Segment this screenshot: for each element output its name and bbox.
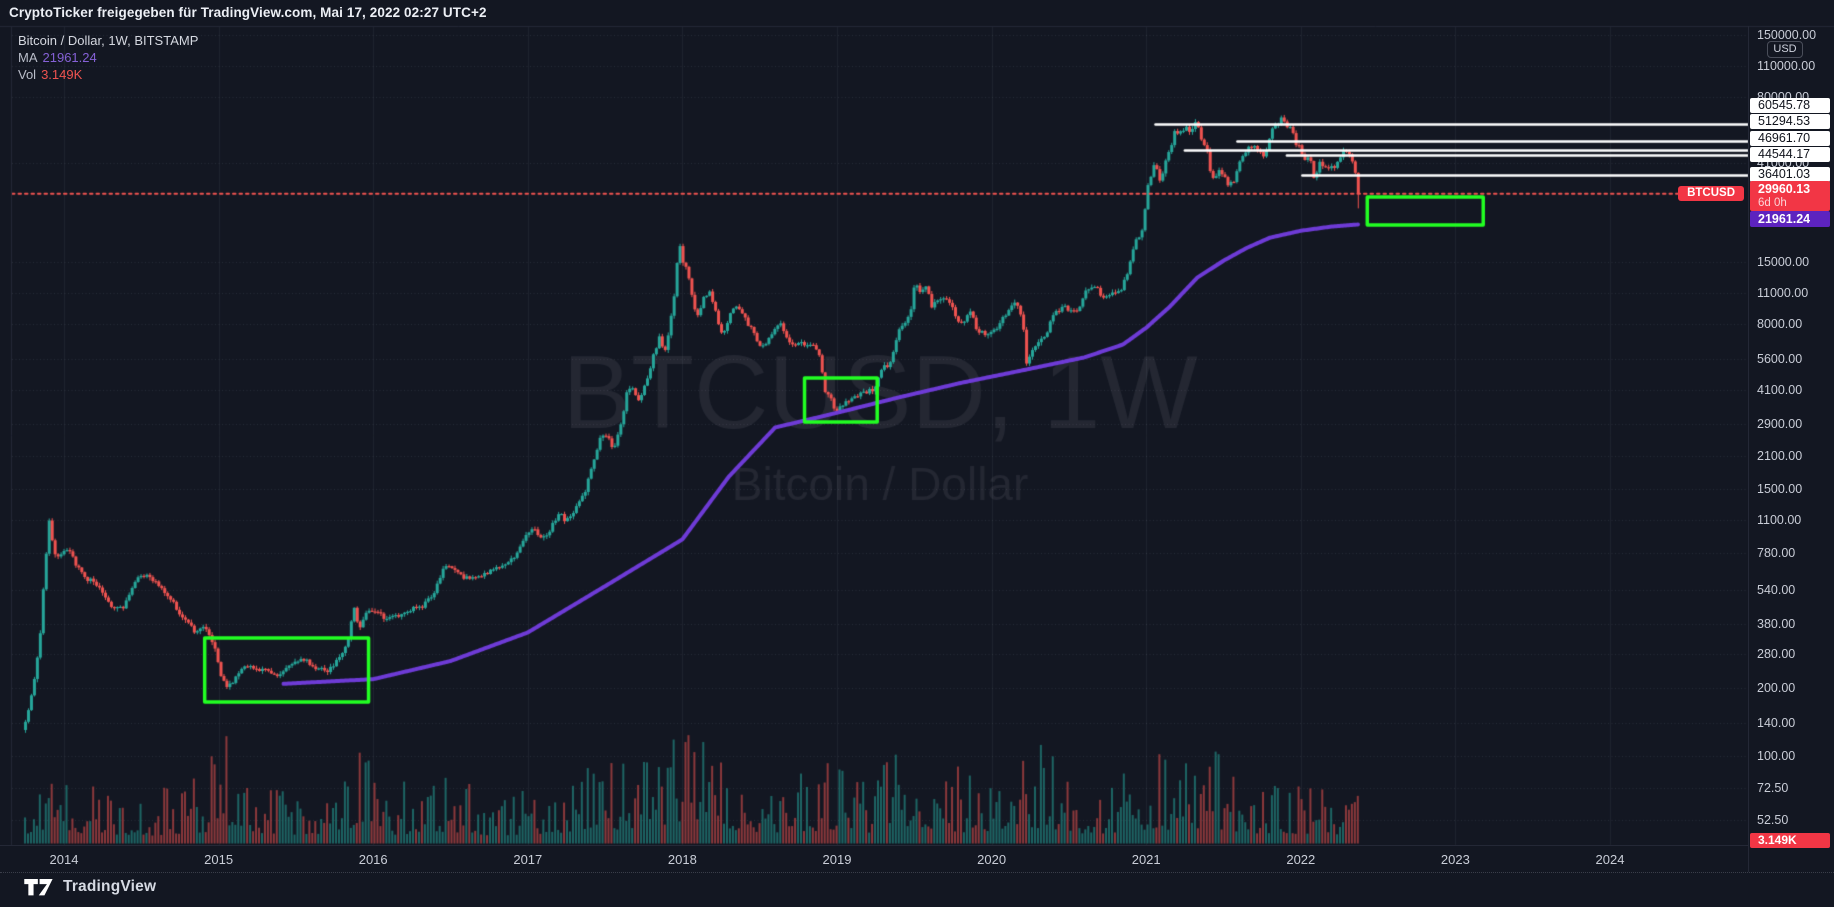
price-tick: 1500.00	[1757, 482, 1803, 497]
ma-price-badge: 21961.24	[1750, 211, 1830, 228]
price-level-badge: 36401.03	[1750, 167, 1830, 183]
price-tick: 380.00	[1757, 617, 1796, 632]
footer-separator	[0, 872, 1834, 873]
legend-ma-row[interactable]: MA 21961.24	[18, 49, 198, 66]
price-level-badge: 51294.53	[1750, 114, 1830, 130]
ma-label: MA	[18, 50, 38, 65]
year-label: 2021	[1131, 852, 1161, 867]
year-label: 2015	[204, 852, 234, 867]
price-tick: 200.00	[1757, 680, 1796, 695]
tradingview-brand-text: TradingView	[63, 878, 157, 895]
price-tick: 15000.00	[1757, 255, 1810, 270]
price-tick: 780.00	[1757, 546, 1796, 561]
price-tick: 1100.00	[1757, 512, 1802, 527]
price-tick: 2100.00	[1757, 448, 1803, 463]
current-price-value: 29960.13	[1758, 181, 1811, 196]
year-label: 2023	[1440, 852, 1470, 867]
year-label: 2018	[667, 852, 697, 867]
symbol-price-label: BTCUSD	[1678, 186, 1744, 202]
price-tick: 140.00	[1757, 715, 1796, 730]
tradingview-footer-link[interactable]: TradingView	[24, 878, 156, 896]
tradingview-logo-icon	[24, 878, 53, 895]
year-label: 2019	[822, 852, 852, 867]
price-tick: 52.50	[1757, 812, 1789, 827]
price-level-badge: 46961.70	[1750, 130, 1830, 146]
chart-legend: Bitcoin / Dollar, 1W, BITSTAMP MA 21961.2…	[18, 32, 198, 83]
year-label: 2014	[49, 852, 79, 867]
price-tick: 72.50	[1757, 780, 1789, 795]
volume-value: 3.149K	[41, 67, 83, 82]
ma-value: 21961.24	[42, 50, 97, 65]
year-label: 2020	[977, 852, 1007, 867]
price-level-badge: 44544.17	[1750, 147, 1830, 163]
price-tick: 11000.00	[1757, 285, 1809, 300]
bar-countdown: 6d 0h	[1758, 196, 1787, 209]
price-tick: 5600.00	[1757, 352, 1803, 367]
volume-badge: 3.149K	[1750, 833, 1830, 848]
year-label: 2016	[358, 852, 388, 867]
legend-symbol-title[interactable]: Bitcoin / Dollar, 1W, BITSTAMP	[18, 33, 199, 48]
time-axis-separator	[0, 845, 1748, 846]
price-tick: 2900.00	[1757, 417, 1803, 432]
price-tick: 8000.00	[1757, 316, 1803, 331]
price-axis-separator	[1748, 26, 1749, 872]
year-label: 2017	[513, 852, 543, 867]
year-label: 2024	[1595, 852, 1625, 867]
currency-unit-button[interactable]: USD	[1767, 41, 1803, 58]
price-tick: 110000.00	[1757, 58, 1816, 73]
legend-volume-row[interactable]: Vol 3.149K	[18, 66, 198, 83]
price-tick: 150000.00	[1757, 28, 1817, 43]
price-tick: 4100.00	[1757, 382, 1803, 397]
attribution-text: CryptoTicker freigegeben für TradingView…	[9, 5, 487, 20]
price-level-badge: 60545.78	[1750, 97, 1830, 113]
price-tick: 540.00	[1757, 582, 1796, 597]
volume-label: Vol	[18, 67, 37, 82]
year-label: 2022	[1286, 852, 1316, 867]
price-tick: 100.00	[1757, 749, 1796, 763]
price-tick: 280.00	[1757, 647, 1796, 662]
current-price-badge: 29960.13 6d 0h	[1750, 180, 1830, 211]
